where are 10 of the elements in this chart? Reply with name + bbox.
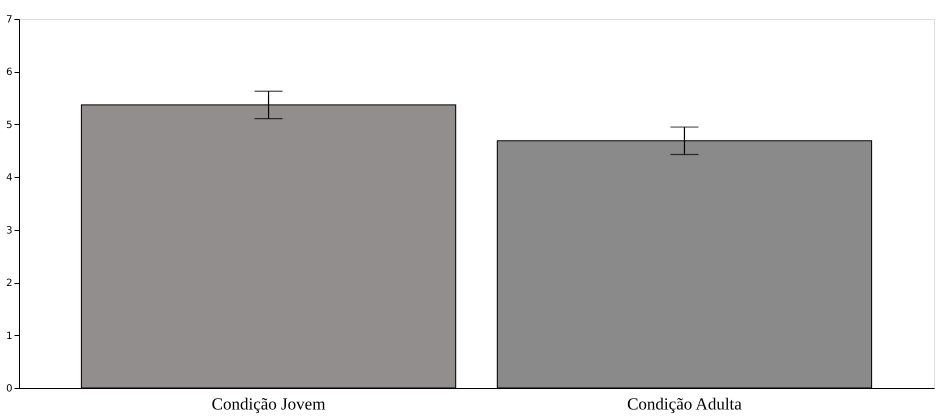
y-tick-label: 5 xyxy=(6,120,12,131)
y-tick-label: 7 xyxy=(6,14,12,26)
y-tick-label: 6 xyxy=(6,67,12,78)
y-tick-label: 3 xyxy=(6,225,12,236)
x-tick-label: Condição Jovem xyxy=(212,394,326,414)
x-tick-label: Condição Adulta xyxy=(627,394,742,414)
y-tick-label: 2 xyxy=(6,278,12,290)
y-tick-label: 4 xyxy=(6,172,12,184)
y-tick-label: 0 xyxy=(6,384,12,394)
y-tick-label: 1 xyxy=(6,330,12,342)
